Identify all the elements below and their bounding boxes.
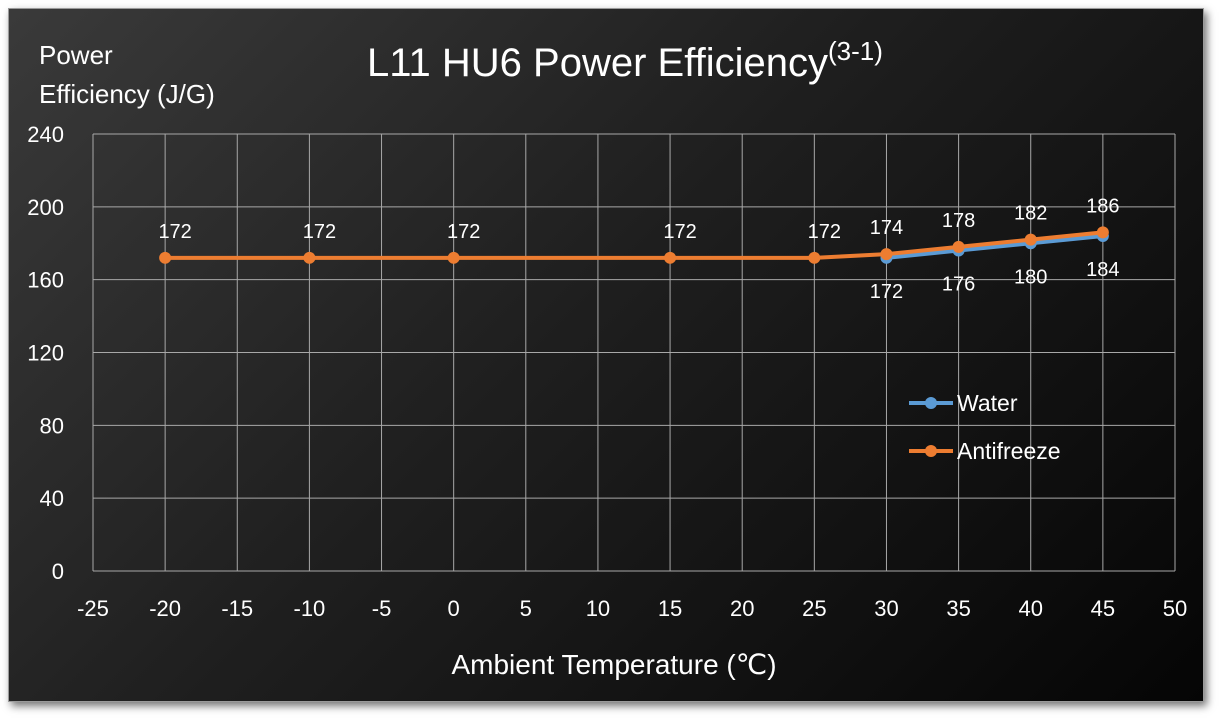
- x-tick-label: 0: [448, 596, 460, 621]
- x-tick-label: 20: [730, 596, 754, 621]
- data-label: 172: [303, 221, 336, 243]
- chart-frame: L11 HU6 Power Efficiency(3-1) Power Effi…: [8, 8, 1204, 702]
- legend: Water Antifreeze: [909, 390, 1061, 464]
- x-tick-label: -15: [221, 596, 253, 621]
- data-label: 172: [158, 221, 191, 243]
- y-tick-label: 120: [27, 341, 64, 366]
- y-tick-label: 0: [52, 559, 64, 584]
- data-point: [1024, 233, 1037, 246]
- y-tick-label: 160: [27, 268, 64, 293]
- legend-label: Water: [957, 390, 1018, 416]
- x-tick-label: -20: [149, 596, 181, 621]
- x-tick-label: 35: [946, 596, 970, 621]
- legend-marker: [925, 397, 937, 409]
- legend-item-antifreeze: Antifreeze: [909, 438, 1061, 464]
- data-label: 172: [663, 221, 696, 243]
- data-point: [808, 251, 821, 264]
- data-point: [447, 251, 460, 264]
- legend-item-water: Water: [909, 390, 1018, 416]
- x-axis-title: Ambient Temperature (℃): [451, 649, 776, 680]
- x-tick-label: 30: [874, 596, 898, 621]
- series-antifreeze: [159, 226, 1109, 264]
- data-point: [159, 251, 172, 264]
- x-tick-label: -10: [294, 596, 326, 621]
- data-point: [303, 251, 316, 264]
- series: 172 176 180 184 172 172 172 172 172 174 178 182 186: [158, 195, 1119, 302]
- x-tick-label: 45: [1091, 596, 1115, 621]
- data-point: [664, 251, 677, 264]
- x-tick-label: -25: [77, 596, 109, 621]
- y-tick-label: 200: [27, 195, 64, 220]
- data-labels: 172 176 180 184 172 172 172 172 172 174 178 182 186: [158, 195, 1119, 302]
- chart-title-superscript: (3-1): [828, 36, 883, 66]
- legend-label: Antifreeze: [957, 438, 1061, 464]
- data-label: 176: [942, 274, 975, 296]
- grid: [92, 133, 1176, 572]
- data-label: 174: [870, 217, 903, 239]
- y-tick-label: 40: [40, 486, 64, 511]
- data-label: 180: [1014, 266, 1047, 288]
- y-axis-label-line2: Efficiency (J/G): [39, 79, 215, 109]
- data-label: 172: [447, 221, 480, 243]
- y-axis-label-line1: Power: [39, 40, 113, 70]
- line-chart: L11 HU6 Power Efficiency(3-1) Power Effi…: [27, 36, 1187, 680]
- x-tick-label: 15: [658, 596, 682, 621]
- data-point: [952, 240, 965, 253]
- data-label: 184: [1086, 259, 1119, 281]
- y-tick-label: 240: [27, 122, 64, 147]
- x-tick-label: 5: [520, 596, 532, 621]
- data-label: 172: [870, 281, 903, 303]
- data-label: 172: [808, 221, 841, 243]
- x-tick-label: 50: [1163, 596, 1187, 621]
- x-tick-label: -5: [372, 596, 392, 621]
- y-tick-label: 80: [40, 413, 64, 438]
- data-point: [1096, 226, 1109, 239]
- data-label: 178: [942, 210, 975, 232]
- chart-title-main: L11 HU6 Power Efficiency: [367, 41, 828, 85]
- chart-title: L11 HU6 Power Efficiency(3-1): [367, 36, 883, 85]
- data-label: 182: [1014, 203, 1047, 225]
- x-tick-label: 25: [802, 596, 826, 621]
- x-tick-label: 10: [586, 596, 610, 621]
- data-label: 186: [1086, 195, 1119, 217]
- legend-marker: [925, 445, 937, 457]
- series-line: [886, 233, 1104, 260]
- x-tick-label: 40: [1018, 596, 1042, 621]
- data-point: [880, 248, 893, 261]
- ticks: -25 -20 -15 -10 -5 0 5 10 15 20 25 30 35 40 45 50 240 200…: [27, 122, 1187, 621]
